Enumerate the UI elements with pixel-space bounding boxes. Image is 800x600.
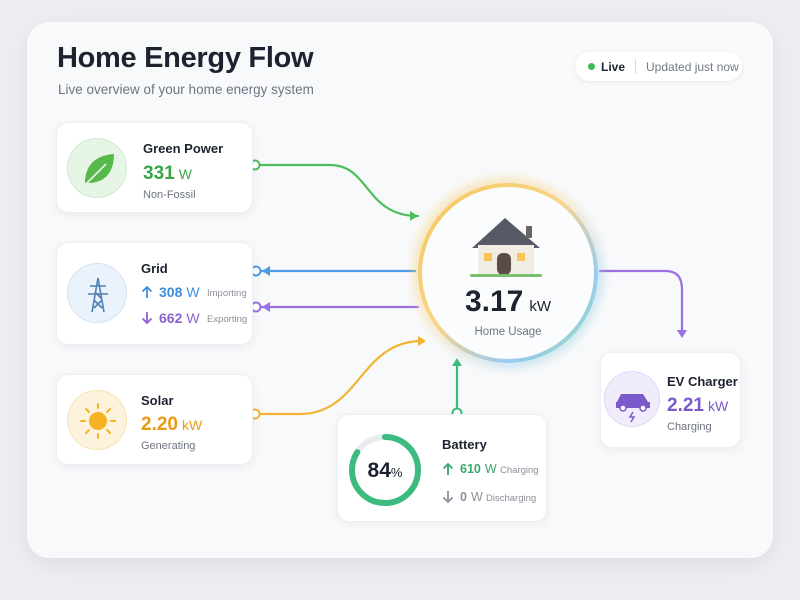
solar-card: Solar 2.20 kW Generating bbox=[56, 374, 253, 465]
status-pill: Live Updated just now bbox=[575, 52, 742, 81]
import-row: 308 W Importing bbox=[141, 284, 247, 300]
icon-shape bbox=[85, 163, 107, 185]
green-connector bbox=[253, 163, 420, 218]
unit: W bbox=[186, 310, 200, 326]
house-icon bbox=[470, 218, 542, 277]
icon-shape bbox=[639, 404, 647, 412]
home-usage-value: 3.17 kW bbox=[418, 285, 598, 319]
export-row: 662 W Exporting bbox=[141, 310, 247, 326]
updated-label: Updated just now bbox=[646, 60, 739, 74]
home-unit: kW bbox=[529, 298, 552, 315]
value: 2.21 bbox=[667, 395, 704, 416]
icon-shape bbox=[442, 491, 454, 504]
green-power-card: Green Power 331 W Non-Fossil bbox=[56, 122, 253, 213]
arrow-head bbox=[677, 330, 687, 338]
unit: W bbox=[178, 166, 192, 182]
page-title: Home Energy Flow bbox=[57, 42, 314, 74]
battery-gauge bbox=[349, 434, 421, 506]
home-caption: Home Usage bbox=[474, 326, 542, 338]
unit: W bbox=[186, 284, 200, 300]
connector-nodes bbox=[249, 159, 463, 420]
arrow-head bbox=[410, 211, 418, 221]
value: 662 bbox=[159, 310, 183, 326]
icon-shape bbox=[442, 462, 454, 475]
icon-shape bbox=[89, 412, 107, 430]
separator bbox=[635, 59, 636, 74]
icon-shape bbox=[497, 253, 511, 275]
icon-shape bbox=[141, 312, 153, 325]
unit: kW bbox=[181, 417, 203, 433]
gauge-arc bbox=[349, 434, 421, 506]
label: Exporting bbox=[207, 314, 248, 325]
card-title: Grid bbox=[141, 261, 168, 276]
icon-shape bbox=[80, 403, 116, 439]
card-value: 2.20 kW bbox=[141, 414, 202, 436]
ev-connector bbox=[598, 269, 684, 332]
label: Discharging bbox=[486, 493, 537, 504]
value: 84 bbox=[367, 459, 391, 482]
live-dot bbox=[588, 63, 595, 70]
value: 308 bbox=[159, 284, 183, 300]
unit: % bbox=[390, 465, 403, 480]
card-title: Solar bbox=[141, 393, 174, 408]
value: 0 bbox=[460, 490, 467, 504]
icon-shape bbox=[472, 218, 540, 248]
icon-shape bbox=[484, 253, 492, 261]
arrow-head bbox=[262, 266, 270, 276]
car-icon bbox=[604, 371, 660, 427]
unit: W bbox=[470, 490, 483, 504]
ev-charger-card: EV Charger 2.21 kW Charging bbox=[600, 352, 741, 448]
card-caption: Charging bbox=[667, 421, 712, 433]
unit: kW bbox=[707, 398, 729, 414]
live-label: Live bbox=[601, 60, 626, 74]
label: Importing bbox=[207, 288, 247, 299]
arrow-head bbox=[452, 358, 462, 366]
card-caption: Generating bbox=[141, 440, 196, 452]
card-caption: Non-Fossil bbox=[143, 189, 196, 201]
icon-shape bbox=[80, 403, 116, 439]
value: 610 bbox=[460, 462, 481, 476]
charging-row: 610 W Charging bbox=[442, 462, 539, 476]
arrow-head bbox=[262, 302, 270, 312]
pylon-icon bbox=[67, 263, 127, 323]
card-title: Battery bbox=[442, 437, 487, 452]
icon-shape bbox=[616, 394, 650, 408]
home-value: 3.17 bbox=[464, 285, 524, 318]
card-value: 331 W bbox=[143, 163, 192, 185]
icon-shape bbox=[628, 411, 636, 423]
icon-shape bbox=[85, 154, 114, 183]
icon-shape bbox=[619, 404, 627, 412]
value: 2.20 bbox=[141, 414, 178, 435]
leaf-icon bbox=[67, 138, 127, 198]
grid-card: Grid 308 W Importing 662 W Exporting bbox=[56, 242, 253, 345]
sun-icon bbox=[67, 390, 127, 450]
card-value: 2.21 kW bbox=[667, 395, 728, 417]
value: 331 bbox=[143, 163, 175, 184]
icon-shape bbox=[141, 285, 153, 298]
card-title: Green Power bbox=[143, 141, 224, 156]
connectors bbox=[253, 163, 687, 416]
solar-connector bbox=[253, 339, 424, 416]
icon-shape bbox=[88, 277, 108, 313]
page-subtitle: Live overview of your home energy system bbox=[58, 82, 314, 97]
label: Charging bbox=[500, 465, 539, 476]
icon-shape bbox=[526, 226, 532, 238]
unit: W bbox=[484, 462, 497, 476]
arrow-head bbox=[418, 336, 426, 346]
battery-percent: 84% bbox=[346, 459, 424, 483]
icon-shape bbox=[470, 274, 542, 277]
icon-shape bbox=[517, 253, 525, 261]
card-title: EV Charger bbox=[667, 374, 738, 389]
